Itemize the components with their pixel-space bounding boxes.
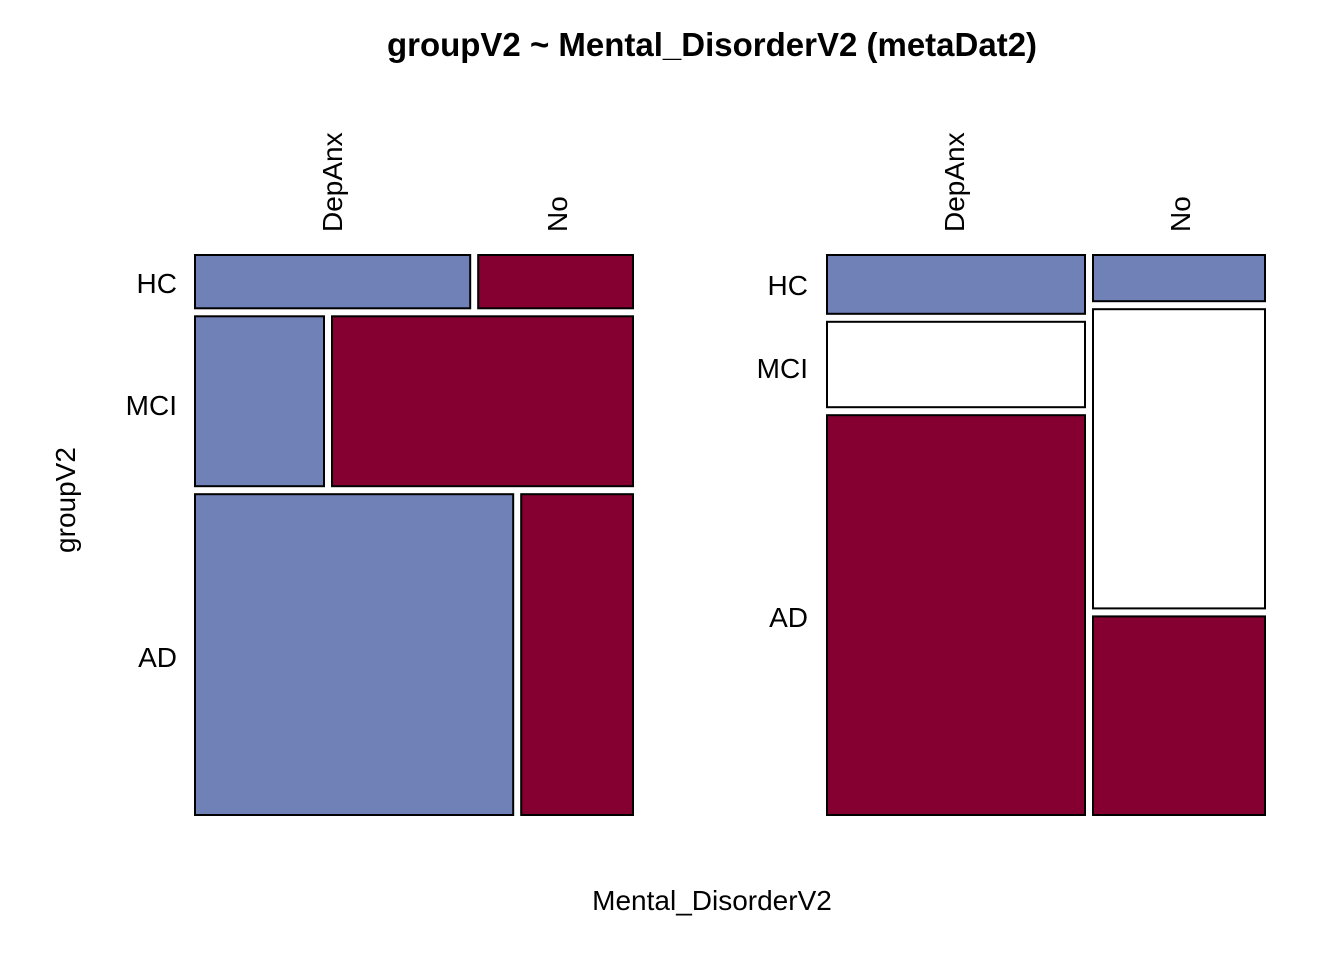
right-cell-ad-depanx xyxy=(826,414,1086,816)
chart-title: groupV2 ~ Mental_DisorderV2 (metaDat2) xyxy=(387,26,1037,63)
left-cell-ad-depanx xyxy=(194,493,515,816)
right-row-label-mci: MCI xyxy=(757,353,808,384)
left-cell-hc-depanx xyxy=(194,254,472,310)
left-cell-hc-no xyxy=(477,254,635,310)
right-cell-ad-no xyxy=(1092,615,1266,817)
mosaic-cells xyxy=(194,254,1266,817)
left-cell-ad-no xyxy=(520,493,635,816)
right-row-label-hc: HC xyxy=(768,270,808,301)
left-row-label-mci: MCI xyxy=(126,390,177,421)
right-col-label-no: No xyxy=(1165,196,1196,232)
left-row-label-hc: HC xyxy=(137,268,177,299)
left-col-label-no: No xyxy=(542,196,573,232)
x-axis-label: Mental_DisorderV2 xyxy=(592,885,832,916)
left-cell-mci-depanx xyxy=(194,315,325,488)
left-cell-mci-no xyxy=(331,315,634,488)
right-cell-mci-depanx xyxy=(826,320,1086,409)
right-cell-hc-no xyxy=(1092,254,1266,303)
right-cell-mci-no xyxy=(1092,308,1266,610)
right-cell-hc-depanx xyxy=(826,254,1086,315)
right-col-label-depanx: DepAnx xyxy=(939,132,970,232)
left-col-label-depanx: DepAnx xyxy=(317,132,348,232)
y-axis-label: groupV2 xyxy=(50,447,81,553)
right-row-label-ad: AD xyxy=(769,602,808,633)
left-row-label-ad: AD xyxy=(138,642,177,673)
